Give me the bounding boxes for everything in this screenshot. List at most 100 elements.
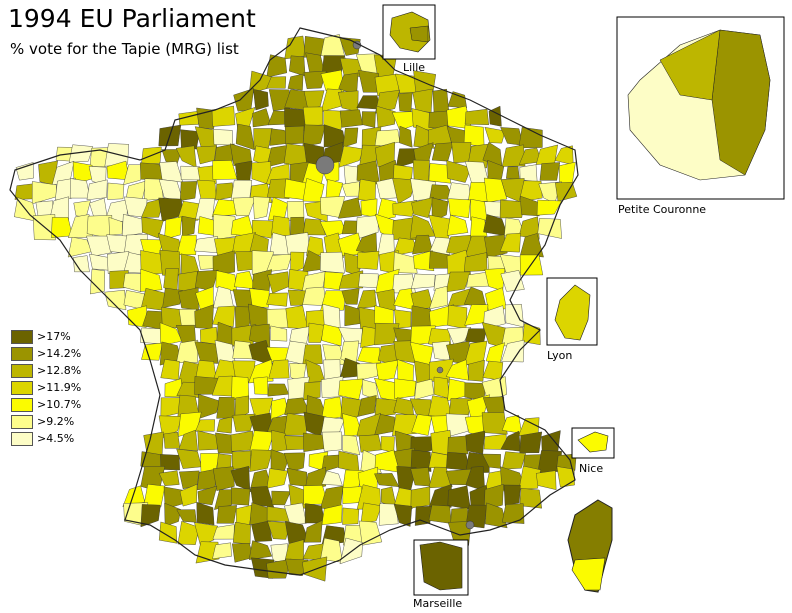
constituency (232, 413, 256, 432)
constituency (414, 506, 433, 526)
constituency (429, 237, 450, 255)
constituency (340, 396, 364, 419)
map-title: 1994 EU Parliament (8, 4, 256, 33)
constituency (446, 160, 472, 183)
constituency (141, 342, 163, 361)
constituency (212, 305, 236, 327)
constituency (535, 144, 558, 165)
constituency (266, 76, 287, 89)
map-subtitle: % vote for the Tapie (MRG) list (10, 40, 239, 58)
legend-row: >14.2% (11, 345, 81, 362)
constituency (506, 166, 520, 180)
constituency (432, 88, 450, 114)
constituency (448, 398, 472, 420)
constituency (320, 69, 345, 92)
constituency (216, 505, 238, 524)
inset-label-petite-couronne: Petite Couronne (618, 203, 707, 216)
constituency (320, 88, 342, 113)
constituency (357, 178, 376, 202)
constituency (285, 305, 309, 329)
constituency (446, 327, 472, 345)
constituency (392, 487, 417, 510)
constituency (393, 251, 418, 274)
constituency (194, 522, 219, 546)
constituency (361, 111, 376, 128)
constituency (356, 250, 380, 270)
inset-nice-shape (577, 431, 609, 453)
constituency (303, 70, 327, 89)
constituency (195, 269, 219, 291)
constituency (357, 289, 377, 309)
constituency (360, 502, 382, 525)
constituency (374, 473, 400, 488)
inset-petite-couronne-east (711, 29, 771, 176)
legend-label: >12.8% (37, 364, 82, 377)
constituency (216, 321, 237, 348)
legend-label: >11.9% (37, 381, 82, 394)
constituency (518, 127, 543, 149)
constituency (216, 396, 235, 419)
constituency (86, 235, 113, 257)
constituency (321, 324, 342, 347)
constituency (537, 218, 562, 239)
constituency (432, 340, 450, 361)
constituency (319, 251, 345, 274)
constituency (271, 490, 291, 506)
constituency (499, 232, 521, 253)
constituency (394, 378, 417, 400)
constituency (501, 451, 527, 470)
legend-swatch (11, 380, 33, 395)
constituency (196, 501, 215, 526)
constituency (393, 504, 413, 527)
constituency (164, 502, 182, 527)
legend-swatch (11, 363, 33, 378)
constituency (15, 162, 34, 181)
constituency (195, 198, 215, 220)
constituency (501, 503, 525, 524)
constituency (339, 109, 364, 128)
constituency (213, 129, 233, 146)
constituency (556, 466, 575, 488)
inset-label-nice: Nice (579, 462, 604, 475)
constituency (104, 289, 127, 311)
constituency (89, 147, 111, 168)
constituency (484, 502, 508, 529)
inset-lyon-shape (554, 284, 591, 341)
constituency (559, 161, 576, 185)
legend-row: >17% (11, 328, 81, 345)
constituency (267, 178, 290, 199)
constituency (519, 431, 543, 454)
constituency (337, 90, 359, 113)
constituency (360, 198, 378, 218)
constituency (212, 250, 235, 276)
constituency (197, 430, 220, 451)
constituency (121, 213, 148, 238)
constituency (230, 487, 251, 506)
constituency (302, 344, 323, 365)
constituency (413, 250, 435, 272)
constituency (356, 215, 379, 240)
constituency (159, 161, 184, 183)
constituency (178, 429, 198, 452)
constituency (378, 503, 399, 526)
constituency (253, 89, 269, 111)
constituency (376, 105, 396, 128)
legend-swatch (11, 346, 33, 361)
constituency (428, 504, 452, 524)
constituency (197, 165, 217, 184)
legend-swatch (11, 414, 33, 429)
constituency (180, 129, 200, 150)
constituency (555, 182, 578, 202)
constituency (321, 470, 343, 486)
constituency (519, 195, 543, 217)
constituency (410, 486, 431, 509)
constituency (358, 273, 379, 289)
legend-label: >9.2% (37, 415, 75, 428)
legend-row: >4.5% (11, 430, 81, 447)
constituency (466, 272, 490, 288)
constituency (163, 431, 181, 449)
legend-label: >14.2% (37, 347, 82, 360)
constituency (488, 105, 502, 127)
constituency (358, 520, 383, 546)
constituency (321, 376, 344, 398)
